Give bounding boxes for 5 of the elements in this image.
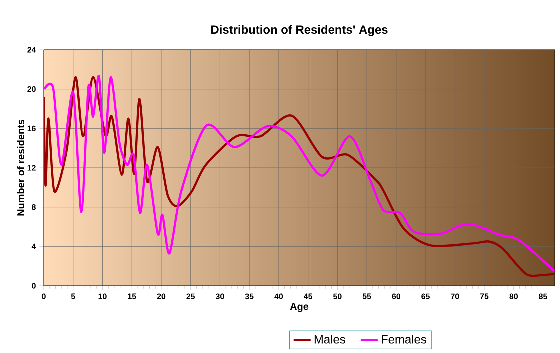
y-axis-title: Number of residents bbox=[17, 120, 25, 216]
x-axis-title: Age bbox=[290, 303, 309, 312]
chart-title: Distribution of Residents' Ages bbox=[212, 25, 388, 36]
legend-label: Males bbox=[314, 335, 346, 344]
legend-label: Females bbox=[382, 335, 426, 344]
